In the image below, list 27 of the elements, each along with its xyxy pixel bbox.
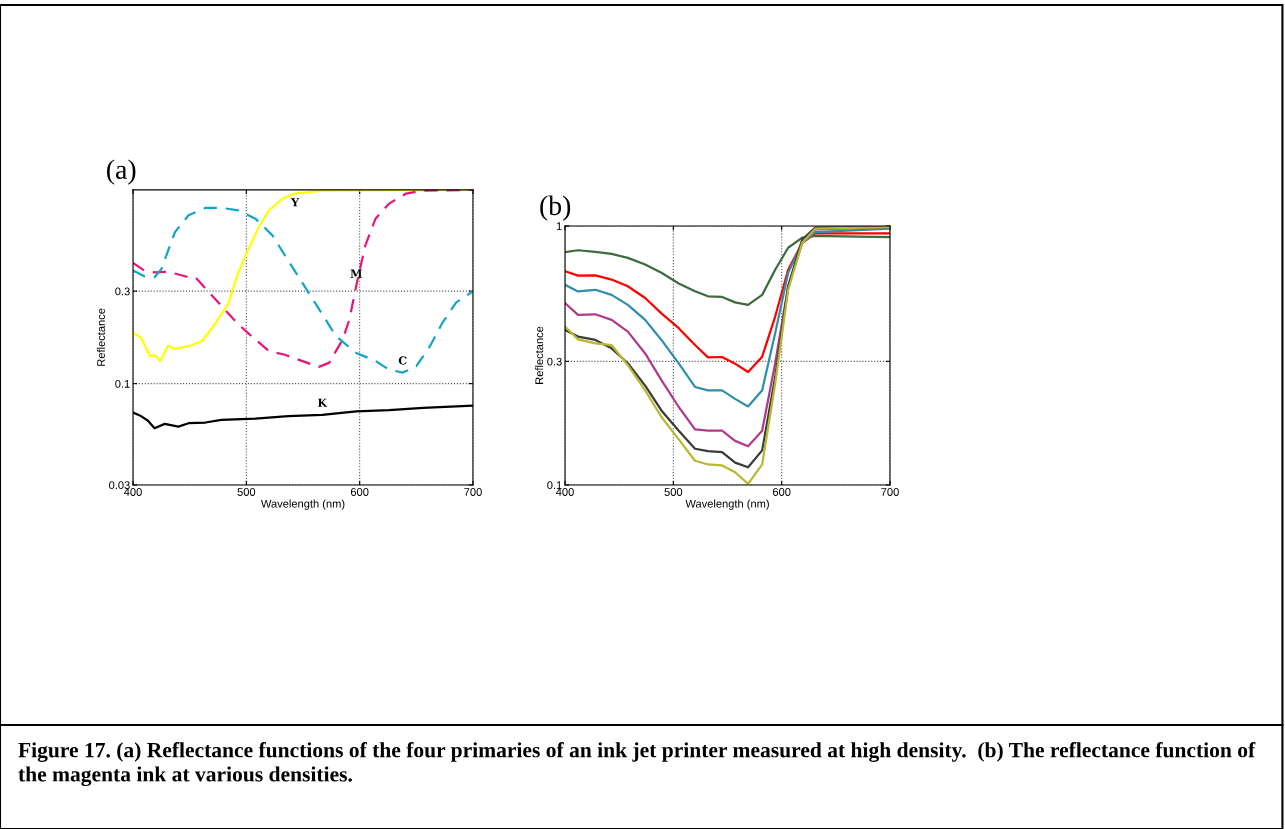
x-tick-label: 700 <box>464 488 482 496</box>
line-series <box>565 232 890 374</box>
annotation: Y <box>291 198 300 207</box>
x-tick-label: 600 <box>772 488 791 496</box>
annotation: M <box>350 269 362 278</box>
caption: Figure 17. (a) Reflectance functions of the four primaries of an ink jet printer measured at high density. (b) The reflectance function of the magenta ink at various densities. <box>18 742 1256 787</box>
y-axis-title: Reflectance <box>535 326 544 384</box>
y-tick-label: 0.03 <box>109 481 130 490</box>
annotation: K <box>317 398 328 407</box>
x-axis-title: Wavelength (nm) <box>685 499 769 510</box>
x-tick-label: 500 <box>664 488 683 496</box>
y-tick-label: 0.3 <box>547 357 562 366</box>
annotation: C <box>398 356 407 365</box>
y-tick-label: 0.3 <box>115 287 130 296</box>
chart-title: (a) <box>107 159 136 185</box>
line-series <box>565 234 890 306</box>
chart-title: (b) <box>540 195 571 221</box>
x-axis-title: Wavelength (nm) <box>260 499 345 510</box>
x-tick-label: 700 <box>881 488 899 496</box>
y-axis-title: Reflectance <box>96 308 106 366</box>
x-tick-label: 600 <box>350 488 369 496</box>
y-tick-label: 0.1 <box>115 379 130 388</box>
y-tick-label: 0.1 <box>547 481 562 490</box>
x-tick-label: 500 <box>237 488 256 496</box>
x-tick-label: 400 <box>123 488 142 496</box>
x-tick-label: 400 <box>555 488 574 496</box>
y-tick-label: 1 <box>556 222 562 231</box>
